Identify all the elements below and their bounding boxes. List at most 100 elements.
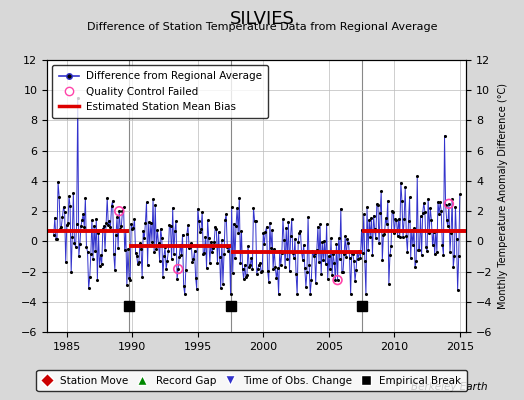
Point [399,234,407,240]
Point [292,270,300,277]
Point [448,196,456,202]
Point [159,274,167,281]
Point [453,287,462,293]
Point [451,203,460,210]
Point [268,227,276,234]
Point [163,258,171,264]
Point [279,216,287,222]
Point [274,265,282,272]
Point [422,244,430,250]
Point [313,247,321,254]
Point [168,256,176,262]
Point [408,227,416,233]
Point [97,261,106,268]
Point [307,277,315,283]
Point [305,262,313,268]
Point [334,235,343,242]
Point [355,248,364,254]
Point [92,216,101,222]
Point [380,231,389,237]
Text: Difference of Station Temperature Data from Regional Average: Difference of Station Temperature Data f… [87,22,437,32]
Point [221,217,230,223]
Point [145,219,153,225]
Point [366,234,375,240]
Point [368,252,377,258]
Point [403,249,411,255]
Point [125,275,133,281]
Point [137,246,145,252]
Point [157,226,165,232]
Point [116,226,125,232]
Point [319,256,328,263]
Point [197,226,205,232]
Point [211,223,220,230]
Point [100,223,108,229]
Point [358,250,367,256]
Point [205,260,214,266]
Point [104,222,113,228]
Point [115,208,123,214]
Point [241,262,249,268]
Point [214,229,223,235]
Point [232,223,240,230]
Point [398,198,406,204]
Point [432,228,440,234]
Point [178,232,187,238]
Point [431,251,439,258]
Point [405,218,413,224]
Point [114,245,122,251]
Point [235,194,244,201]
Point [107,202,116,209]
Point [364,247,373,254]
Point [280,237,288,244]
Point [121,247,129,253]
Point [456,191,464,198]
Point [440,132,449,139]
Point [177,252,185,258]
Point [447,230,455,236]
Point [196,228,204,235]
Point [284,218,292,225]
Point [195,218,203,224]
Point [68,234,77,240]
Point [342,254,351,260]
Point [126,277,134,283]
Point [236,260,245,266]
Point [301,265,309,272]
Point [341,233,350,240]
Point [336,206,345,212]
Point [122,228,130,234]
Point [141,220,149,226]
Point [300,242,308,248]
Point [337,269,346,275]
Point [272,275,280,282]
Point [452,236,461,242]
Point [184,222,192,229]
Point [420,200,428,206]
Point [82,244,91,250]
Text: Berkeley Earth: Berkeley Earth [411,382,487,392]
Point [362,291,370,297]
Point [173,276,181,282]
Point [113,214,121,221]
Point [326,266,334,272]
Point [261,228,270,235]
Text: SILVIES: SILVIES [230,10,294,28]
Point [51,214,59,221]
Point [317,271,325,277]
Point [275,291,283,298]
Point [151,202,159,208]
Point [244,243,252,249]
Point [266,219,274,226]
Point [256,260,264,266]
Point [166,223,174,229]
Point [160,253,168,260]
Point [233,205,242,212]
Point [396,234,404,240]
Point [407,255,415,261]
Point [410,225,418,232]
Point [102,220,111,226]
Point [189,256,198,262]
Point [89,256,97,263]
Point [130,216,139,222]
